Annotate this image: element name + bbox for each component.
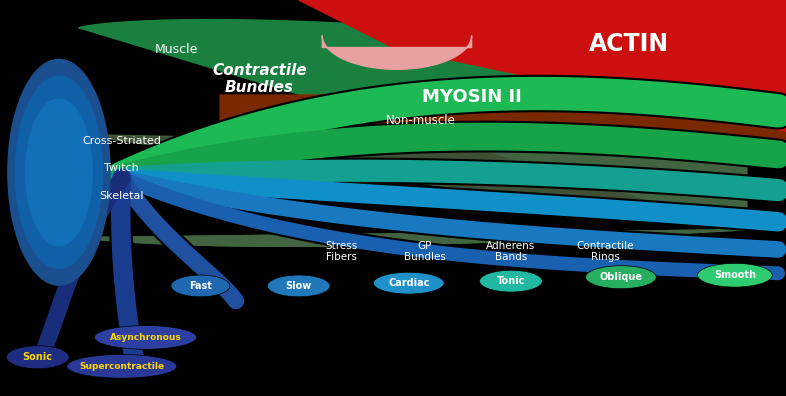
Text: Non-muscle: Non-muscle xyxy=(386,114,455,127)
Polygon shape xyxy=(8,59,110,285)
Polygon shape xyxy=(220,95,786,147)
Text: Fast: Fast xyxy=(189,281,212,291)
Ellipse shape xyxy=(171,275,230,297)
Text: ACTIN: ACTIN xyxy=(589,32,669,55)
Text: Cross-Striated: Cross-Striated xyxy=(83,135,161,146)
Ellipse shape xyxy=(94,326,196,349)
Text: GP
Bundles: GP Bundles xyxy=(403,241,446,262)
Text: MYOSIN II: MYOSIN II xyxy=(422,88,521,106)
Text: Contractile
Rings: Contractile Rings xyxy=(576,241,634,262)
Text: Stress
Fibers: Stress Fibers xyxy=(325,241,358,262)
Polygon shape xyxy=(26,99,92,246)
Text: Contractile
Bundles: Contractile Bundles xyxy=(212,63,307,95)
Text: Sonic: Sonic xyxy=(23,352,53,362)
Ellipse shape xyxy=(373,272,444,294)
Text: Supercontractile: Supercontractile xyxy=(79,362,164,371)
Ellipse shape xyxy=(6,346,69,369)
Text: Tonic: Tonic xyxy=(497,276,525,286)
Text: Smooth: Smooth xyxy=(714,270,756,280)
Text: Adherens
Bands: Adherens Bands xyxy=(487,241,535,262)
Ellipse shape xyxy=(698,263,773,287)
Polygon shape xyxy=(16,76,102,268)
Ellipse shape xyxy=(479,270,542,292)
Text: Slow: Slow xyxy=(285,281,312,291)
Ellipse shape xyxy=(267,275,330,297)
Polygon shape xyxy=(299,0,786,135)
Text: Cardiac: Cardiac xyxy=(388,278,429,288)
Text: Skeletal: Skeletal xyxy=(100,191,144,201)
Text: Muscle: Muscle xyxy=(155,43,199,56)
Polygon shape xyxy=(322,36,472,69)
Polygon shape xyxy=(79,135,747,246)
Ellipse shape xyxy=(586,266,656,289)
Text: Oblique: Oblique xyxy=(600,272,642,282)
Text: Asynchronous: Asynchronous xyxy=(109,333,182,342)
Ellipse shape xyxy=(67,354,177,378)
Polygon shape xyxy=(79,20,747,246)
Text: Twitch: Twitch xyxy=(105,163,139,173)
